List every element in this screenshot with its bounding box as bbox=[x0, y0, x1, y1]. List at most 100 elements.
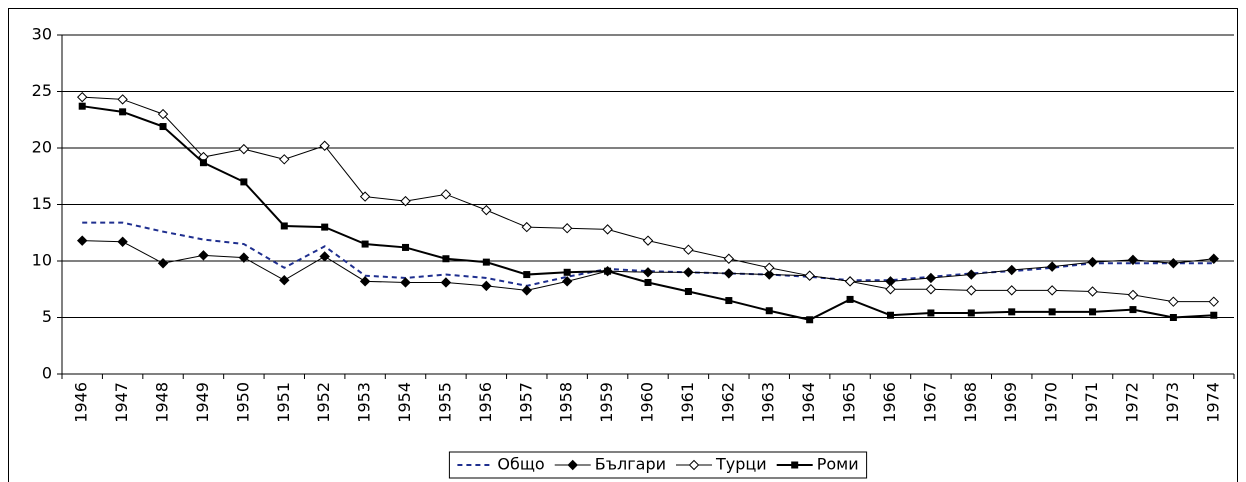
marker bbox=[76, 91, 88, 103]
marker bbox=[157, 258, 169, 269]
x-tick-label: 1956 bbox=[476, 382, 495, 423]
marker bbox=[400, 195, 411, 207]
x-tick-label: 1967 bbox=[920, 382, 939, 423]
marker bbox=[804, 270, 815, 281]
marker bbox=[642, 267, 654, 278]
x-tick-label: 1964 bbox=[799, 382, 818, 423]
marker bbox=[521, 285, 532, 296]
y-tick-label: 15 bbox=[32, 194, 52, 213]
marker bbox=[76, 235, 88, 246]
marker bbox=[1048, 308, 1056, 316]
marker bbox=[925, 272, 937, 284]
legend-marker bbox=[791, 461, 799, 469]
marker bbox=[885, 284, 896, 295]
x-tick-label: 1963 bbox=[759, 382, 778, 423]
x-tick-label: 1947 bbox=[112, 382, 131, 423]
marker bbox=[240, 178, 248, 186]
marker bbox=[1046, 261, 1058, 272]
marker bbox=[1127, 289, 1139, 301]
marker bbox=[481, 280, 492, 292]
marker bbox=[1168, 296, 1179, 307]
y-tick-label: 25 bbox=[32, 81, 52, 100]
marker bbox=[523, 271, 531, 279]
x-tick-label: 1951 bbox=[274, 382, 293, 423]
x-tick-label: 1966 bbox=[880, 382, 899, 423]
marker bbox=[1006, 285, 1017, 296]
marker bbox=[1208, 253, 1219, 264]
x-tick-label: 1958 bbox=[557, 382, 576, 423]
marker bbox=[1169, 314, 1177, 321]
marker bbox=[684, 288, 692, 296]
x-tick-label: 1946 bbox=[72, 382, 91, 423]
marker bbox=[238, 143, 250, 155]
marker bbox=[563, 268, 571, 276]
marker bbox=[159, 123, 167, 131]
marker bbox=[119, 108, 127, 116]
x-tick-label: 1973 bbox=[1163, 382, 1182, 423]
marker bbox=[967, 309, 975, 317]
legend-label: Българи bbox=[595, 455, 666, 474]
marker bbox=[279, 275, 290, 286]
marker bbox=[604, 267, 612, 275]
series-line bbox=[82, 105, 1214, 321]
x-tick-label: 1960 bbox=[638, 382, 657, 423]
x-tick-label: 1950 bbox=[233, 382, 252, 423]
marker bbox=[400, 277, 411, 288]
marker bbox=[806, 316, 814, 324]
x-tick-label: 1974 bbox=[1203, 382, 1222, 423]
marker bbox=[279, 154, 290, 165]
marker bbox=[765, 307, 773, 315]
x-tick-label: 1953 bbox=[355, 382, 374, 423]
x-tick-label: 1959 bbox=[597, 382, 616, 423]
marker bbox=[482, 258, 490, 266]
marker bbox=[1008, 308, 1016, 316]
marker bbox=[117, 94, 128, 105]
marker bbox=[602, 224, 613, 235]
marker bbox=[238, 252, 250, 263]
x-tick-label: 1965 bbox=[840, 382, 859, 423]
x-tick-label: 1957 bbox=[516, 382, 535, 423]
legend-label: Роми bbox=[817, 455, 859, 474]
marker bbox=[561, 276, 573, 287]
marker bbox=[1087, 256, 1098, 268]
marker bbox=[1087, 286, 1098, 297]
y-tick-label: 0 bbox=[42, 364, 52, 383]
x-tick-label: 1949 bbox=[193, 382, 212, 423]
marker bbox=[359, 276, 371, 287]
x-tick-label: 1952 bbox=[314, 382, 333, 423]
marker bbox=[280, 222, 288, 230]
marker bbox=[1129, 306, 1137, 314]
marker bbox=[844, 276, 856, 287]
legend-label: Турци bbox=[715, 455, 767, 474]
marker bbox=[683, 267, 694, 278]
y-tick-label: 5 bbox=[42, 307, 52, 326]
marker bbox=[117, 236, 128, 247]
marker bbox=[402, 243, 410, 251]
legend-label: Общо bbox=[497, 455, 544, 474]
x-tick-label: 1961 bbox=[678, 382, 697, 423]
marker bbox=[198, 250, 209, 261]
marker bbox=[846, 295, 854, 303]
marker bbox=[561, 223, 573, 234]
marker bbox=[966, 285, 977, 296]
marker bbox=[764, 262, 775, 273]
marker bbox=[725, 297, 733, 305]
marker bbox=[1210, 311, 1218, 319]
marker bbox=[966, 269, 977, 280]
x-tick-label: 1962 bbox=[718, 382, 737, 423]
marker bbox=[927, 309, 935, 317]
marker bbox=[1127, 254, 1139, 266]
marker bbox=[440, 189, 452, 200]
x-tick-label: 1948 bbox=[153, 382, 172, 423]
x-tick-label: 1969 bbox=[1001, 382, 1020, 423]
x-tick-label: 1972 bbox=[1122, 382, 1141, 423]
x-tick-label: 1954 bbox=[395, 382, 414, 423]
marker bbox=[644, 278, 652, 286]
marker bbox=[521, 221, 532, 233]
marker bbox=[925, 284, 937, 295]
marker bbox=[764, 269, 775, 280]
marker bbox=[359, 191, 371, 202]
marker bbox=[1089, 308, 1097, 316]
marker bbox=[319, 251, 330, 262]
